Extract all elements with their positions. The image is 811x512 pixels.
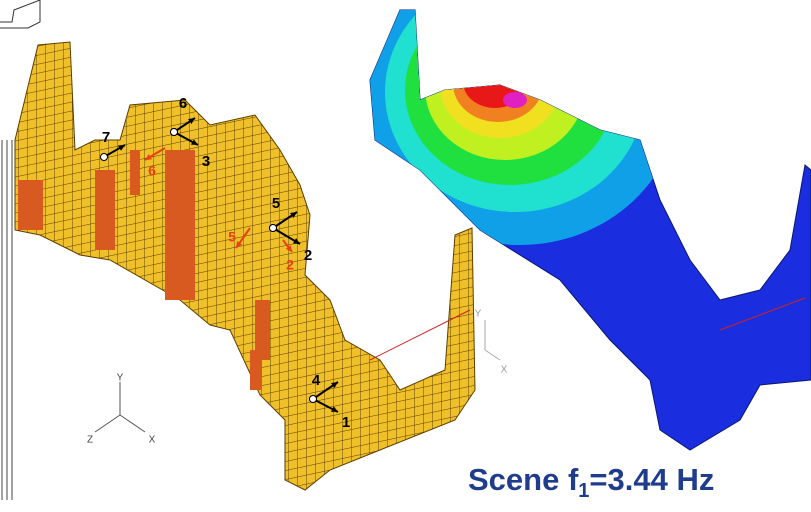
node [101, 154, 108, 161]
caption: Scene f1=3.44 Hz [468, 462, 714, 503]
node-label: 2 [304, 247, 312, 264]
models: 7 6 3 5 2 4 1 6 5 2 Y Z X Y X [0, 0, 811, 512]
axis-label: Y [117, 373, 124, 384]
axis-label: X [501, 365, 508, 376]
red-label: 5 [228, 229, 236, 245]
axis-label: X [149, 435, 156, 446]
node-label: 3 [202, 153, 210, 170]
node-label: 1 [342, 414, 350, 431]
caption-subscript: 1 [578, 480, 589, 502]
node [270, 225, 277, 232]
node-label: 7 [102, 129, 110, 146]
axis-label: Y [475, 309, 482, 320]
axis-label: Z [87, 435, 93, 446]
caption-text: Scene f [468, 462, 578, 497]
node-label: 6 [179, 95, 187, 112]
node [171, 129, 178, 136]
node-label: 4 [312, 372, 321, 389]
caption-text: =3.44 Hz [589, 462, 714, 497]
figure: 7635241652YZXYX Scene f1=3.44 Hz [0, 0, 811, 512]
node-label: 5 [272, 195, 280, 212]
node [310, 396, 317, 403]
red-label: 2 [286, 257, 294, 273]
red-label: 6 [148, 163, 156, 179]
